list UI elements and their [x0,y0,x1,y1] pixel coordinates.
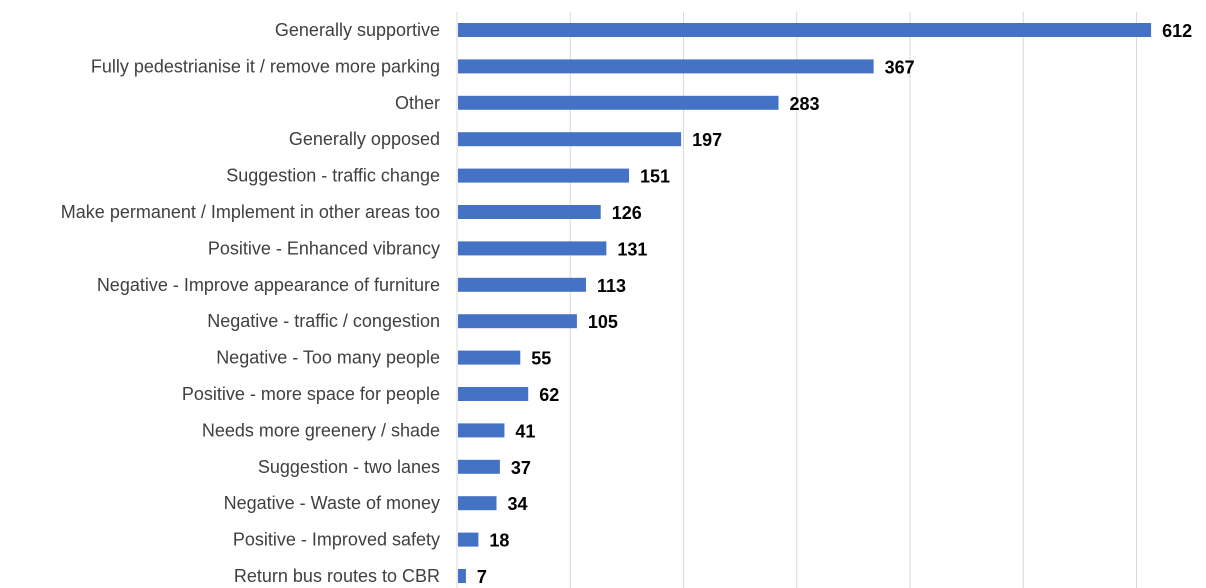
data-label: 367 [885,57,915,77]
data-label: 197 [692,130,722,150]
bar [458,59,874,74]
category-label: Suggestion - two lanes [258,457,440,477]
bar [458,423,505,438]
bar [458,532,479,547]
bar [458,241,607,256]
bar [458,132,682,147]
bars [458,23,1152,583]
bar [458,569,466,583]
category-labels: Generally supportive Fully pedestrianise … [61,20,440,586]
category-label: Generally opposed [289,129,440,149]
bar [458,168,630,183]
category-label: Return bus routes to CBR [234,566,440,586]
category-label: Positive - Enhanced vibrancy [208,238,440,258]
category-label: Negative - Improve appearance of furnitu… [97,275,440,295]
data-label: 283 [789,94,819,114]
category-label: Generally supportive [275,20,440,40]
category-label: Negative - Too many people [216,348,440,368]
category-label: Positive - Improved safety [233,530,440,550]
bar [458,387,529,401]
category-label: Negative - traffic / congestion [207,311,440,331]
bar [458,23,1152,37]
category-label: Fully pedestrianise it / remove more par… [91,56,440,76]
bar [458,314,577,329]
data-label: 113 [597,276,626,296]
data-label: 126 [612,203,642,223]
data-label: 37 [511,458,531,478]
category-label: Make permanent / Implement in other area… [61,202,440,222]
data-label: 62 [539,385,559,405]
data-label: 55 [531,349,551,369]
data-label: 18 [489,531,509,551]
bar [458,277,586,292]
data-label: 34 [508,494,528,514]
category-label: Needs more greenery / shade [202,420,440,440]
category-label: Other [395,93,440,113]
bar [458,95,779,110]
data-label: 151 [640,167,670,187]
bar [458,350,521,365]
category-label: Negative - Waste of money [224,493,440,513]
category-label: Suggestion - traffic change [226,166,440,186]
data-label: 7 [477,567,487,587]
data-label: 105 [588,312,618,332]
data-label: 131 [617,239,647,259]
category-label: Positive - more space for people [182,384,440,404]
bar [458,459,500,474]
data-label: 612 [1162,21,1192,41]
data-label: 41 [515,421,535,441]
bar [458,205,601,219]
bar [458,496,497,511]
